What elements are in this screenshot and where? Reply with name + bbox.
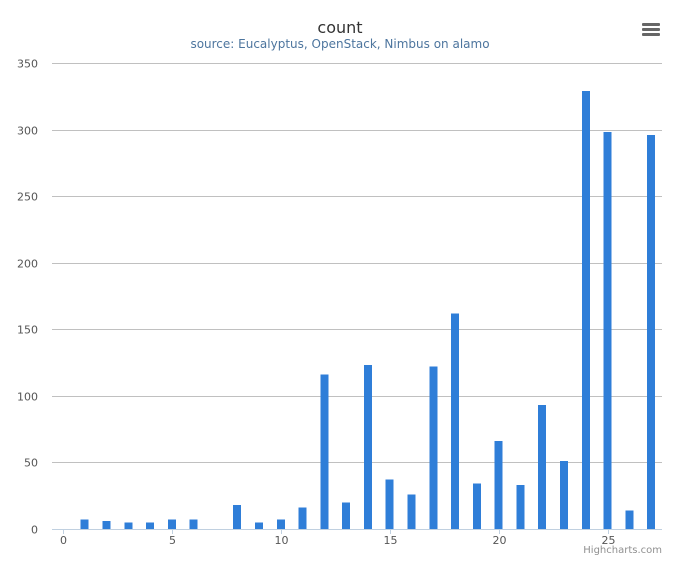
bar[interactable] (625, 510, 634, 529)
bar[interactable] (472, 483, 481, 529)
bar[interactable] (255, 522, 263, 529)
bar[interactable] (146, 522, 154, 529)
bar[interactable] (538, 405, 547, 529)
bar[interactable] (342, 502, 351, 529)
y-tick-label: 150 (17, 324, 38, 337)
chart-title: count (317, 18, 362, 37)
y-gridlines (52, 63, 662, 463)
y-tick-label: 50 (24, 457, 38, 470)
bar[interactable] (320, 374, 329, 529)
credits-link[interactable]: Highcharts.com (583, 545, 662, 556)
x-tick-label: 0 (60, 534, 67, 547)
bar[interactable] (516, 485, 525, 529)
bar[interactable] (581, 91, 590, 529)
x-tick-label: 5 (169, 534, 176, 547)
hamburger-menu-icon[interactable] (639, 19, 663, 39)
bar[interactable] (80, 519, 89, 529)
bar[interactable] (189, 519, 198, 529)
bar[interactable] (494, 441, 503, 529)
x-tick-label: 10 (275, 534, 289, 547)
bar[interactable] (647, 134, 656, 529)
y-tick-label: 100 (17, 391, 38, 404)
y-tick-label: 350 (17, 58, 38, 71)
bar[interactable] (429, 366, 438, 529)
bar[interactable] (124, 522, 133, 529)
y-tick-label: 250 (17, 191, 38, 204)
chart-subtitle: source: Eucalyptus, OpenStack, Nimbus on… (190, 37, 489, 51)
bar[interactable] (451, 313, 459, 529)
bar[interactable] (233, 505, 242, 529)
bar-series (80, 91, 656, 529)
bar[interactable] (298, 507, 307, 529)
bar[interactable] (407, 494, 416, 529)
bar[interactable] (276, 519, 285, 529)
y-tick-label: 200 (17, 258, 38, 271)
y-axis-ticks: 0 50 100 150 200 250 300 350 (17, 58, 38, 537)
bar[interactable] (385, 479, 394, 529)
x-tick-label: 25 (602, 534, 616, 547)
x-axis-ticks: 0 5 10 15 20 25 (60, 529, 616, 547)
bar[interactable] (363, 365, 372, 529)
bar[interactable] (167, 519, 176, 529)
bar[interactable] (560, 461, 568, 529)
x-tick-label: 15 (384, 534, 398, 547)
y-tick-label: 300 (17, 125, 38, 138)
bar[interactable] (102, 521, 111, 529)
y-tick-label: 0 (31, 524, 38, 537)
bar[interactable] (603, 132, 612, 529)
x-tick-label: 20 (493, 534, 507, 547)
